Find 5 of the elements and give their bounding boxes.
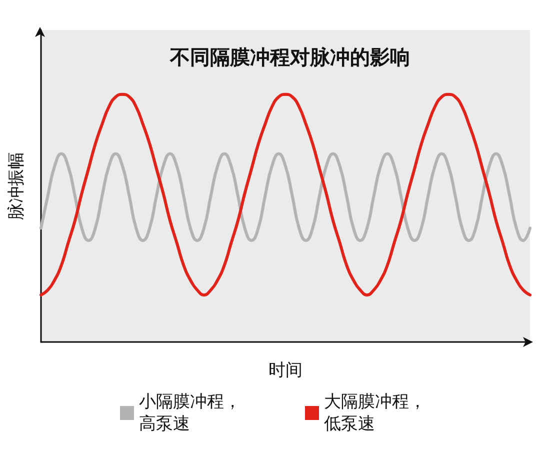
chart-title: 不同隔膜冲程对脉冲的影响 <box>169 45 410 69</box>
legend-label: 大隔膜冲程，低泵速 <box>324 392 426 434</box>
y-axis-title: 脉冲振幅 <box>6 152 26 220</box>
legend-label: 小隔膜冲程，高泵速 <box>139 392 241 434</box>
x-axis-title: 时间 <box>268 360 302 380</box>
